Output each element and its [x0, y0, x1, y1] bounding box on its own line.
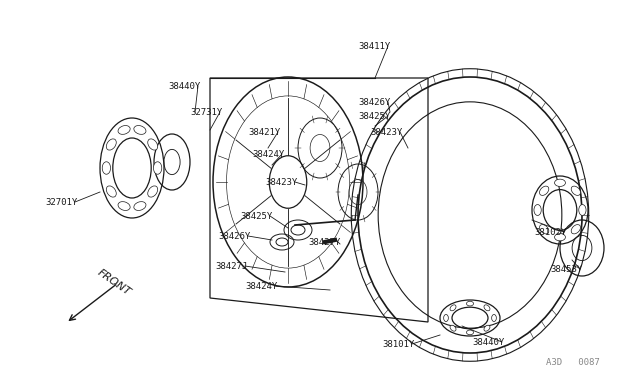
Ellipse shape [484, 305, 490, 311]
Text: FRONT: FRONT [96, 267, 133, 297]
Text: 38453Y: 38453Y [550, 265, 582, 274]
Ellipse shape [106, 139, 116, 150]
Ellipse shape [134, 126, 146, 134]
Ellipse shape [118, 126, 130, 134]
Ellipse shape [540, 225, 549, 234]
Text: 38427J: 38427J [215, 262, 247, 271]
Ellipse shape [102, 162, 111, 174]
Text: 38427Y: 38427Y [308, 238, 340, 247]
Ellipse shape [554, 234, 566, 241]
Text: 38424Y: 38424Y [252, 150, 284, 159]
Ellipse shape [450, 305, 456, 311]
Text: A3D   0087: A3D 0087 [547, 358, 600, 367]
Text: 38426Y: 38426Y [358, 98, 390, 107]
Text: 38102Y: 38102Y [534, 228, 566, 237]
Ellipse shape [571, 186, 580, 195]
Text: 38101Y: 38101Y [382, 340, 414, 349]
Text: 38423Y: 38423Y [370, 128, 403, 137]
Ellipse shape [467, 330, 474, 335]
Text: 38440Y: 38440Y [168, 82, 200, 91]
Ellipse shape [134, 202, 146, 211]
Ellipse shape [540, 186, 549, 195]
Text: 38426Y: 38426Y [218, 232, 250, 241]
Text: 38411Y: 38411Y [358, 42, 390, 51]
Ellipse shape [534, 205, 541, 215]
Ellipse shape [154, 162, 162, 174]
Text: 38425Y: 38425Y [240, 212, 272, 221]
Ellipse shape [106, 186, 116, 197]
Text: 32731Y: 32731Y [190, 108, 222, 117]
Ellipse shape [450, 325, 456, 331]
Ellipse shape [118, 202, 130, 211]
Text: 32701Y: 32701Y [45, 198, 77, 207]
Ellipse shape [579, 205, 586, 215]
Ellipse shape [484, 325, 490, 331]
Text: 38440Y: 38440Y [472, 338, 504, 347]
Ellipse shape [554, 179, 566, 186]
Text: 38424Y: 38424Y [245, 282, 277, 291]
Ellipse shape [571, 225, 580, 234]
Ellipse shape [467, 301, 474, 306]
Text: 38425Y: 38425Y [358, 112, 390, 121]
Ellipse shape [148, 139, 157, 150]
Ellipse shape [148, 186, 157, 197]
Text: 38421Y: 38421Y [248, 128, 280, 137]
Ellipse shape [492, 314, 497, 321]
Ellipse shape [444, 314, 449, 321]
Text: 38423Y: 38423Y [265, 178, 297, 187]
